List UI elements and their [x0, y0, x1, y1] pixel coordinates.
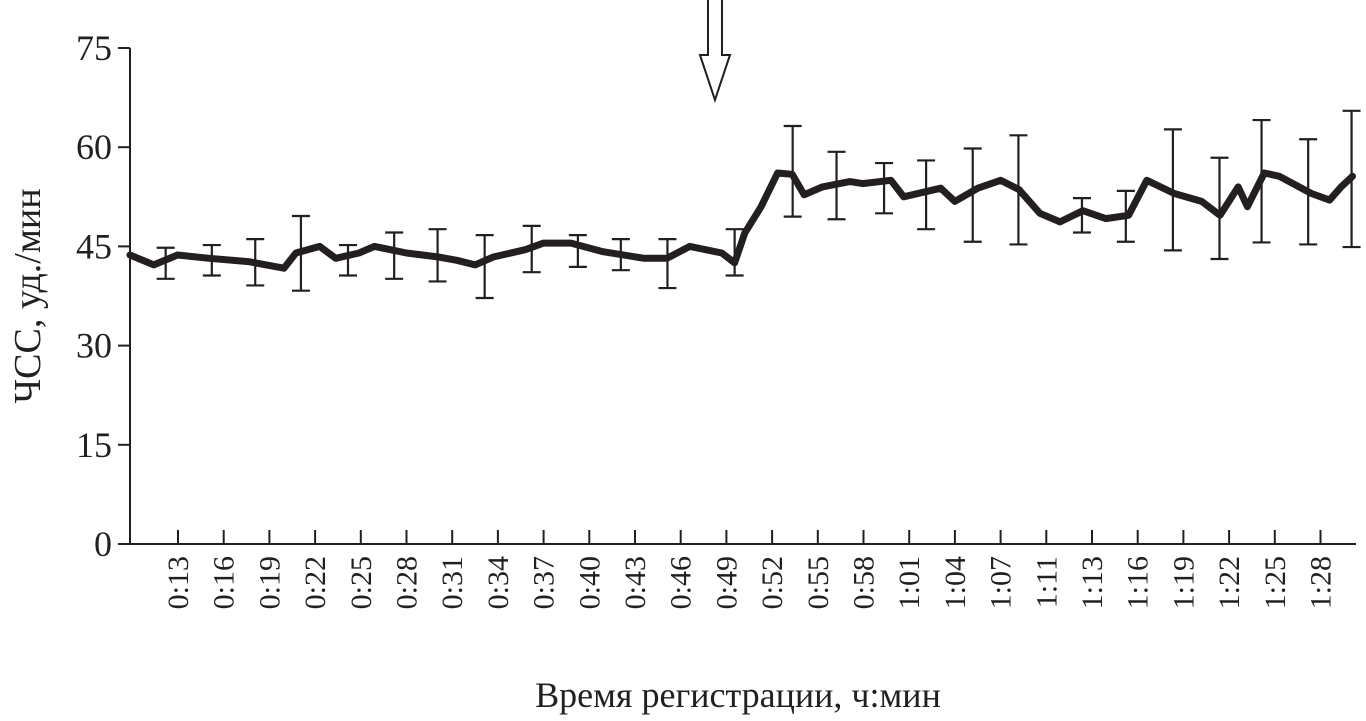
y-tick-label: 45 — [76, 226, 112, 266]
x-tick-label: 0:49 — [710, 556, 743, 609]
y-tick-label: 75 — [76, 28, 112, 68]
down-arrow-annotation — [698, 0, 732, 104]
x-tick-label: 0:16 — [208, 556, 241, 609]
series-line-mean — [126, 169, 1356, 272]
x-tick-label: 0:34 — [482, 556, 515, 609]
error-bar — [475, 234, 494, 300]
x-tick-label: 0:58 — [848, 556, 881, 609]
y-axis-label: ЧСС, уд./мин — [7, 188, 49, 403]
y-tick-label: 30 — [76, 326, 112, 366]
x-axis-ticks: 0:13 0:16 0:19 0:22 0:25 0:28 0:31 0:34 0:37 0:40… — [162, 530, 1338, 609]
x-tick-label: 1:19 — [1167, 556, 1200, 609]
x-tick-label: 1:07 — [985, 556, 1018, 609]
y-tick-label: 0 — [94, 524, 112, 564]
y-tick-label: 15 — [76, 425, 112, 465]
x-tick-label: 1:13 — [1076, 556, 1109, 609]
x-tick-label: 1:22 — [1213, 556, 1246, 609]
x-tick-label: 0:22 — [299, 556, 332, 609]
y-tick-label: 60 — [76, 127, 112, 167]
x-tick-label: 0:43 — [619, 556, 652, 609]
x-tick-label: 1:28 — [1305, 556, 1338, 609]
error-bar — [875, 161, 894, 215]
x-tick-label: 1:01 — [893, 556, 926, 609]
x-tick-label: 0:28 — [391, 556, 424, 609]
series-layer — [126, 169, 1356, 272]
error-bar — [339, 243, 358, 277]
error-bar — [1072, 197, 1091, 234]
x-tick-label: 0:25 — [345, 556, 378, 609]
error-bar — [385, 231, 404, 280]
y-axis-ticks: 0 15 30 45 60 75 — [76, 28, 130, 564]
error-bar — [658, 238, 677, 290]
x-tick-label: 0:37 — [528, 556, 561, 609]
x-axis-label: Время регистрации, ч:мин — [535, 675, 941, 715]
error-bar — [1210, 156, 1229, 261]
x-tick-label: 0:13 — [162, 556, 195, 609]
x-tick-label: 0:46 — [665, 556, 698, 609]
x-tick-label: 0:52 — [756, 556, 789, 609]
error-bar — [568, 234, 587, 269]
x-tick-label: 0:55 — [802, 556, 835, 609]
x-tick-label: 1:11 — [1030, 556, 1063, 608]
x-tick-label: 1:16 — [1122, 556, 1155, 609]
x-tick-label: 0:40 — [573, 556, 606, 609]
x-tick-label: 1:25 — [1259, 556, 1292, 609]
x-tick-label: 0:31 — [436, 556, 469, 609]
x-tick-label: 1:04 — [939, 556, 972, 609]
x-tick-label: 0:19 — [253, 556, 286, 609]
